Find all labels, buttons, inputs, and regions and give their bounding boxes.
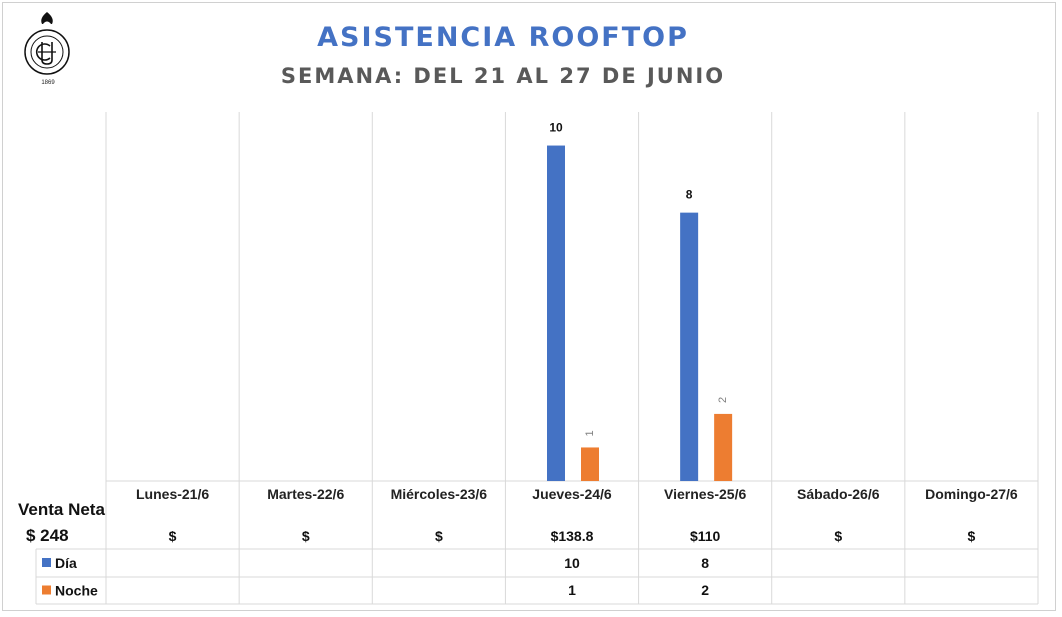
sale-value: $138.8 bbox=[551, 528, 594, 544]
data-label-noche: 2 bbox=[717, 397, 729, 403]
legend-swatch-noche bbox=[42, 585, 51, 595]
sale-value: $ bbox=[302, 528, 310, 544]
logo-year: 1869 bbox=[41, 80, 55, 86]
table-value-dia: 10 bbox=[564, 555, 580, 571]
table-value-dia: 8 bbox=[701, 555, 709, 571]
sale-value: $ bbox=[968, 528, 976, 544]
data-label-noche: 1 bbox=[584, 430, 596, 436]
chart-frame bbox=[2, 2, 1056, 611]
bar-noche bbox=[714, 413, 733, 481]
category-label: Sábado-26/6 bbox=[797, 486, 880, 502]
sale-value: $ bbox=[435, 528, 443, 544]
category-label: Miércoles-23/6 bbox=[391, 486, 488, 502]
data-label-dia: 8 bbox=[686, 188, 693, 202]
legend-label-dia: Día bbox=[55, 555, 77, 571]
legend-label-noche: Noche bbox=[55, 583, 98, 599]
chart-title: ASISTENCIA ROOFTOP bbox=[317, 22, 689, 53]
category-label: Viernes-25/6 bbox=[664, 486, 746, 502]
bar-dia bbox=[680, 212, 699, 482]
category-label: Jueves-24/6 bbox=[532, 486, 612, 502]
category-label: Domingo-27/6 bbox=[925, 486, 1018, 502]
legend-swatch-dia bbox=[42, 558, 51, 567]
venta-neta-label: Venta Neta bbox=[18, 500, 105, 519]
category-label: Lunes-21/6 bbox=[136, 486, 209, 502]
sale-value: $ bbox=[834, 528, 842, 544]
venta-neta-total: $ 248 bbox=[26, 526, 69, 545]
bar-noche bbox=[581, 447, 599, 481]
data-label-dia: 10 bbox=[549, 121, 563, 135]
category-label: Martes-22/6 bbox=[267, 486, 344, 502]
club-logo bbox=[18, 8, 76, 90]
sale-value: $ bbox=[169, 528, 177, 544]
table-value-noche: 1 bbox=[568, 582, 576, 598]
sale-value: $110 bbox=[690, 528, 721, 544]
chart-subtitle: SEMANA: DEL 21 AL 27 DE JUNIO bbox=[280, 64, 726, 88]
table-value-noche: 2 bbox=[701, 582, 709, 598]
bar-dia bbox=[547, 145, 565, 481]
